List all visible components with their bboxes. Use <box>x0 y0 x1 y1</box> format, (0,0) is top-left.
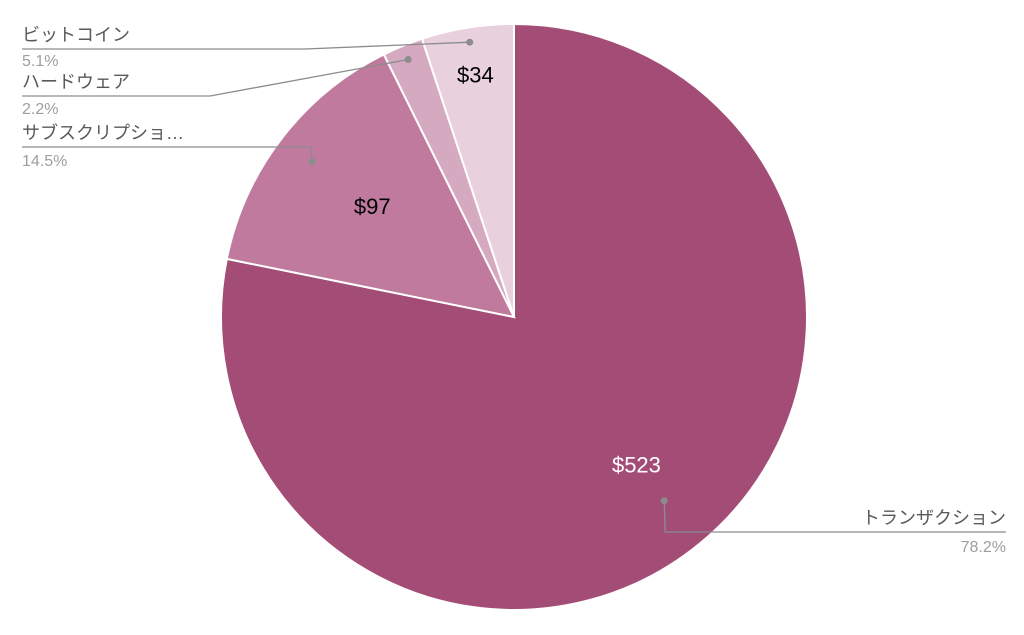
callout-label-2: サブスクリプショ… <box>22 122 184 143</box>
callout-percent-3: 2.2% <box>22 101 58 118</box>
callouts: トランザクション 78.2% サブスクリプショ… 14.5% ハードウェア 2.2% ビット… <box>22 25 1006 556</box>
callout-label-3: ハードウェア <box>22 72 130 92</box>
callout-label-1: トランザクション <box>862 508 1006 528</box>
callout-percent-1: 78.2% <box>961 539 1006 556</box>
callout-leader-line-4 <box>22 41 470 50</box>
callout-leader-line-2 <box>22 146 313 162</box>
slice-value-label-4: $34 <box>457 63 494 88</box>
callout-percent-4: 5.1% <box>22 53 58 70</box>
slice-value-labels: $523 $97 $34 <box>354 63 661 478</box>
slice-value-label-2: $97 <box>354 194 391 219</box>
pie-slices <box>220 22 808 611</box>
callout-percent-2: 14.5% <box>22 153 67 170</box>
pie-slice-1 <box>220 22 808 611</box>
slice-value-label-1: $523 <box>612 452 661 477</box>
pie-slice-4 <box>420 22 515 318</box>
pie-slice-2 <box>225 53 516 319</box>
callout-label-4: ビットコイン <box>22 25 130 45</box>
callout-leader-line-3 <box>22 58 409 97</box>
callout-leader-line-1 <box>663 500 1006 533</box>
